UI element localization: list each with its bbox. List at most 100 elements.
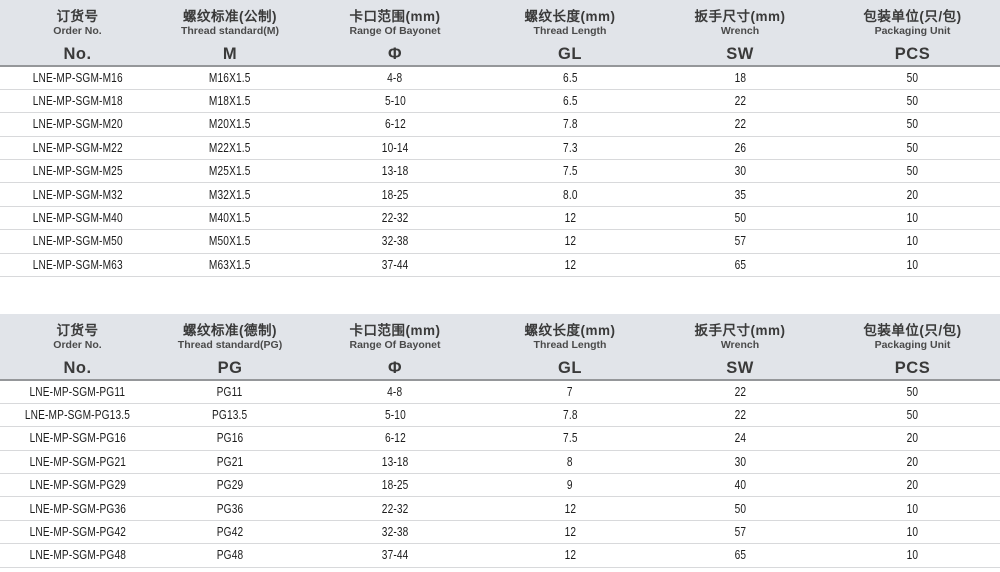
cell-value: 5-10 — [384, 93, 406, 109]
cell-value: 12 — [564, 547, 576, 563]
table-cell: 7.5 — [485, 426, 655, 451]
cell-value: 5-10 — [384, 407, 406, 423]
cell-value: M63X1.5 — [209, 256, 251, 272]
table-cell: LNE-MP-SGM-M18 — [0, 89, 155, 114]
table-cell: 20 — [825, 473, 1000, 498]
cell-value: LNE-MP-SGM-PG42 — [29, 524, 126, 540]
table-cell: 50 — [655, 496, 825, 521]
cell-value: 12 — [564, 500, 576, 516]
table-cell: 7 — [485, 380, 655, 404]
cell-value: LNE-MP-SGM-M25 — [32, 163, 123, 179]
table-cell: LNE-MP-SGM-M22 — [0, 136, 155, 161]
table-cell: M20X1.5 — [155, 112, 305, 137]
column-header-no: 订货号 Order No. No. — [0, 314, 155, 382]
cell-value: 4-8 — [387, 383, 403, 399]
table-cell: 7.8 — [485, 403, 655, 428]
header-en-label: Range Of Bayonet — [349, 339, 441, 352]
table-gap — [0, 277, 1000, 314]
table-cell: 10 — [825, 543, 1000, 568]
table-cell: 20 — [825, 426, 1000, 451]
table-cell: M18X1.5 — [155, 89, 305, 114]
cell-value: 4-8 — [387, 69, 403, 85]
table-row: LNE-MP-SGM-M63 M63X1.5 37-44 12 65 10 — [0, 253, 1000, 278]
column-header-sw: 扳手尺寸(mm) Wrench SW — [655, 0, 825, 67]
table-cell: 7.3 — [485, 136, 655, 161]
cell-value: 50 — [734, 210, 746, 226]
header-en-label: Thread standard(M) — [180, 25, 279, 37]
table-cell: 4-8 — [305, 380, 485, 404]
metric-table-body: LNE-MP-SGM-M16 M16X1.5 4-8 6.5 18 50 LNE-MP-SG… — [0, 66, 1000, 278]
header-code-label: SW — [726, 359, 754, 378]
cell-value: LNE-MP-SGM-M22 — [32, 139, 123, 155]
table-cell: LNE-MP-SGM-M63 — [0, 253, 155, 278]
cell-value: 40 — [734, 477, 746, 493]
metric-spec-table: 订货号 Order No. No. 螺纹标准(公制) Thread standard(M… — [0, 0, 1000, 278]
header-en-label: Packaging Unit — [874, 339, 951, 352]
table-cell: 8 — [485, 450, 655, 475]
table-cell: 12 — [485, 229, 655, 254]
cell-value: LNE-MP-SGM-PG36 — [29, 500, 126, 516]
cell-value: 22 — [734, 407, 746, 423]
cell-value: 20 — [906, 186, 919, 202]
table-cell: M63X1.5 — [155, 253, 305, 278]
header-en-label: Order No. — [53, 339, 102, 352]
table-cell: 13-18 — [305, 159, 485, 184]
cell-value: 12 — [564, 210, 576, 226]
cell-value: M16X1.5 — [209, 69, 251, 85]
table-row: LNE-MP-SGM-PG42 PG42 32-38 12 57 10 — [0, 520, 1000, 545]
cell-value: 22-32 — [381, 500, 409, 516]
cell-value: PG29 — [216, 477, 244, 493]
table-cell: LNE-MP-SGM-M25 — [0, 159, 155, 184]
cell-value: 13-18 — [381, 453, 409, 469]
header-code-label: GL — [558, 45, 582, 63]
table-cell: LNE-MP-SGM-PG42 — [0, 520, 155, 545]
table-cell: 7.8 — [485, 112, 655, 137]
table-row: LNE-MP-SGM-PG16 PG16 6-12 7.5 24 20 — [0, 426, 1000, 451]
cell-value: 22 — [734, 93, 746, 109]
cell-value: LNE-MP-SGM-M18 — [32, 93, 123, 109]
cell-value: 8.0 — [562, 186, 578, 202]
table-cell: LNE-MP-SGM-M32 — [0, 182, 155, 207]
table-cell: 57 — [655, 229, 825, 254]
header-row: 订货号 Order No. No. 螺纹标准(德制) Thread standard(P… — [0, 314, 1000, 382]
pg-table-container: 订货号 Order No. No. 螺纹标准(德制) Thread standard(P… — [0, 314, 1000, 568]
header-code-label: No. — [63, 45, 92, 63]
cell-value: 57 — [734, 233, 746, 249]
table-cell: PG13.5 — [155, 403, 305, 428]
metric-table-container: 订货号 Order No. No. 螺纹标准(公制) Thread standard(M… — [0, 0, 1000, 278]
table-row: LNE-MP-SGM-PG11 PG11 4-8 7 22 50 — [0, 380, 1000, 404]
cell-value: 13-18 — [381, 163, 409, 179]
table-cell: 18-25 — [305, 182, 485, 207]
header-en-label: Order No. — [53, 25, 102, 37]
header-zh-label: 扳手尺寸(mm) — [694, 323, 786, 339]
table-cell: 30 — [655, 450, 825, 475]
cell-value: 65 — [734, 547, 746, 563]
table-cell: 12 — [485, 496, 655, 521]
table-cell: 32-38 — [305, 520, 485, 545]
table-cell: 10 — [825, 496, 1000, 521]
table-cell: 6.5 — [485, 66, 655, 90]
table-cell: 13-18 — [305, 450, 485, 475]
table-cell: 50 — [825, 403, 1000, 428]
table-cell: 12 — [485, 520, 655, 545]
header-code-label: SW — [726, 45, 754, 63]
table-cell: 26 — [655, 136, 825, 161]
table-cell: LNE-MP-SGM-PG16 — [0, 426, 155, 451]
table-cell: M32X1.5 — [155, 182, 305, 207]
cell-value: PG48 — [216, 547, 244, 563]
table-row: LNE-MP-SGM-M22 M22X1.5 10-14 7.3 26 50 — [0, 136, 1000, 161]
cell-value: 50 — [906, 69, 919, 85]
table-row: LNE-MP-SGM-M40 M40X1.5 22-32 12 50 10 — [0, 206, 1000, 231]
cell-value: LNE-MP-SGM-M50 — [32, 233, 123, 249]
table-cell: 22-32 — [305, 206, 485, 231]
cell-value: 50 — [906, 139, 919, 155]
table-cell: 24 — [655, 426, 825, 451]
column-header-: 卡口范围(mm) Range Of Bayonet Φ — [305, 314, 485, 382]
column-header-sw: 扳手尺寸(mm) Wrench SW — [655, 314, 825, 382]
table-cell: PG36 — [155, 496, 305, 521]
cell-value: 22 — [734, 116, 746, 132]
header-code-label: M — [222, 45, 238, 63]
table-row: LNE-MP-SGM-M25 M25X1.5 13-18 7.5 30 50 — [0, 159, 1000, 184]
table-cell: 50 — [825, 380, 1000, 404]
cell-value: 10 — [906, 256, 919, 272]
